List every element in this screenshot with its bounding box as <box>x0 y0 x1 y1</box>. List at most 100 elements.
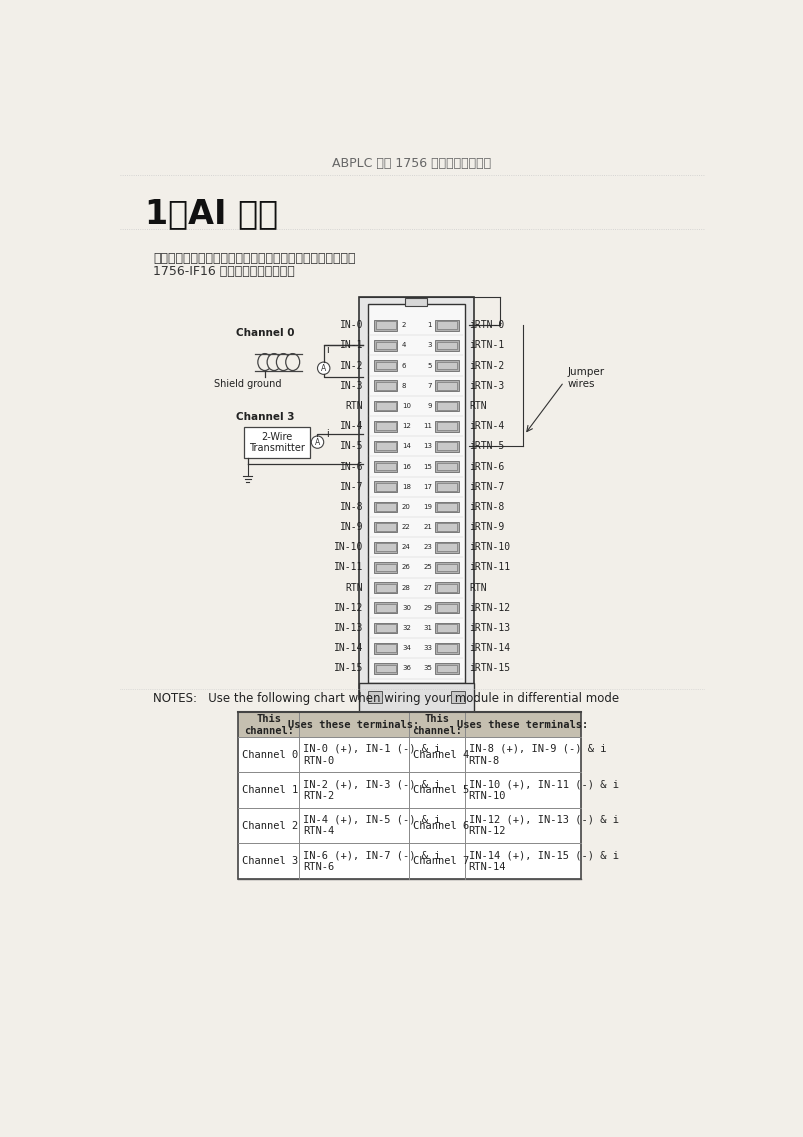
Text: 7: 7 <box>427 383 432 389</box>
Bar <box>373 562 397 573</box>
Text: 9: 9 <box>427 402 432 409</box>
Text: Jumper
wires: Jumper wires <box>567 367 604 389</box>
Text: 32: 32 <box>402 625 410 631</box>
Bar <box>373 340 397 350</box>
Bar <box>238 844 581 879</box>
Text: iRTN-14: iRTN-14 <box>469 644 510 654</box>
Text: RTN: RTN <box>469 401 487 410</box>
Text: Channel 6: Channel 6 <box>412 821 468 831</box>
Bar <box>434 462 458 472</box>
Text: RTN: RTN <box>469 582 487 592</box>
Text: 12: 12 <box>402 423 410 429</box>
Bar <box>375 442 395 450</box>
Bar <box>436 402 456 409</box>
Bar <box>375 583 395 591</box>
Text: 16: 16 <box>402 464 410 470</box>
Bar <box>434 603 458 613</box>
Text: 3: 3 <box>427 342 432 348</box>
Text: This
channel:: This channel: <box>411 714 461 736</box>
Bar <box>358 683 474 714</box>
Text: IN-3: IN-3 <box>340 381 363 391</box>
Bar <box>436 583 456 591</box>
Text: 24: 24 <box>402 545 410 550</box>
Text: i: i <box>326 345 328 355</box>
Bar <box>436 624 456 632</box>
Text: IN-0: IN-0 <box>340 321 363 330</box>
Text: 15: 15 <box>423 464 432 470</box>
Text: 2: 2 <box>402 322 406 329</box>
Text: iRTN-5: iRTN-5 <box>469 441 504 451</box>
Bar <box>238 808 581 844</box>
Ellipse shape <box>258 354 271 371</box>
Text: IN-13: IN-13 <box>333 623 363 633</box>
Text: IN-2: IN-2 <box>340 360 363 371</box>
Bar <box>436 463 456 471</box>
Text: 36: 36 <box>402 665 410 672</box>
Bar <box>373 462 397 472</box>
Text: 1756-IF16 下图为差动输入状态：: 1756-IF16 下图为差动输入状态： <box>153 265 295 277</box>
Bar <box>436 362 456 370</box>
Bar <box>373 360 397 371</box>
Bar <box>358 297 474 698</box>
Text: A: A <box>315 438 320 447</box>
Bar <box>434 400 458 412</box>
Bar <box>373 481 397 492</box>
Text: Channel 0: Channel 0 <box>242 749 298 760</box>
Text: Channel 3: Channel 3 <box>236 413 294 423</box>
Text: iRTN-3: iRTN-3 <box>469 381 504 391</box>
Bar <box>375 604 395 612</box>
Text: Channel 1: Channel 1 <box>242 786 298 795</box>
Text: 17: 17 <box>422 483 432 490</box>
Bar <box>375 382 395 390</box>
Text: This
channel:: This channel: <box>243 714 293 736</box>
Text: i: i <box>326 430 328 439</box>
Bar <box>434 562 458 573</box>
Text: 6: 6 <box>402 363 406 368</box>
Text: iRTN-6: iRTN-6 <box>469 462 504 472</box>
Text: Channel 4: Channel 4 <box>412 749 468 760</box>
Text: ABPLC 系统 1756 模块接线状态说明: ABPLC 系统 1756 模块接线状态说明 <box>332 157 491 169</box>
Text: 23: 23 <box>423 545 432 550</box>
Text: 正负极必须正确，否则没有信号。正极对正极，负极对负极。: 正负极必须正确，否则没有信号。正极对正极，负极对负极。 <box>153 251 355 265</box>
Bar <box>434 340 458 350</box>
Bar <box>434 623 458 633</box>
Bar <box>373 319 397 331</box>
Text: 11: 11 <box>422 423 432 429</box>
Bar <box>450 691 464 703</box>
Text: 5: 5 <box>427 363 432 368</box>
Text: 14: 14 <box>402 443 410 449</box>
Text: 8: 8 <box>402 383 406 389</box>
Bar <box>436 645 456 653</box>
Bar <box>434 582 458 594</box>
Bar <box>238 713 581 879</box>
Bar <box>373 441 397 451</box>
Ellipse shape <box>267 354 281 371</box>
Text: Uses these terminals:: Uses these terminals: <box>288 720 419 730</box>
Text: Channel 7: Channel 7 <box>412 856 468 866</box>
Bar <box>434 319 458 331</box>
Text: iRTN-9: iRTN-9 <box>469 522 504 532</box>
Text: 26: 26 <box>402 564 410 571</box>
Bar <box>375 422 395 430</box>
Bar <box>436 523 456 531</box>
Text: iRTN-12: iRTN-12 <box>469 603 510 613</box>
Bar <box>375 564 395 571</box>
Bar <box>373 582 397 594</box>
Bar <box>434 642 458 654</box>
Bar <box>368 691 381 703</box>
Bar <box>436 341 456 349</box>
Bar <box>375 624 395 632</box>
Bar <box>436 442 456 450</box>
Bar <box>373 642 397 654</box>
Text: IN-0 (+), IN-1 (-) & i
RTN-0: IN-0 (+), IN-1 (-) & i RTN-0 <box>303 744 440 765</box>
Text: 21: 21 <box>423 524 432 530</box>
Text: IN-10: IN-10 <box>333 542 363 553</box>
Text: 25: 25 <box>423 564 432 571</box>
Text: 29: 29 <box>423 605 432 611</box>
Bar <box>436 564 456 571</box>
Bar <box>373 501 397 513</box>
Text: 4: 4 <box>402 342 406 348</box>
Bar <box>243 426 309 457</box>
Text: IN-6: IN-6 <box>340 462 363 472</box>
Bar <box>375 645 395 653</box>
